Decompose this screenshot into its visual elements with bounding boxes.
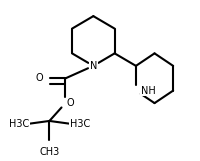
Text: H3C: H3C <box>9 119 29 129</box>
Text: N: N <box>90 61 97 71</box>
Text: O: O <box>35 73 43 83</box>
Text: O: O <box>67 98 75 108</box>
Text: H3C: H3C <box>70 119 90 129</box>
Text: NH: NH <box>141 86 155 96</box>
Text: CH3: CH3 <box>39 147 60 157</box>
